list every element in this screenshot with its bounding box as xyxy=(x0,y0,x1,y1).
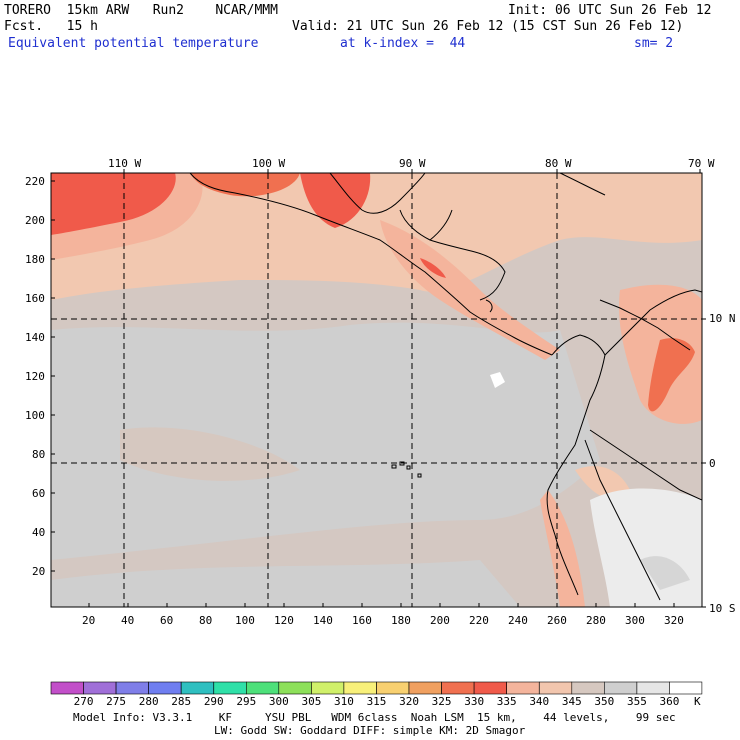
colorbar-label: 310 xyxy=(334,695,354,708)
colorbar-swatch xyxy=(473,681,507,695)
colorbar-label: 350 xyxy=(594,695,615,708)
lon-label-110w: 110 W xyxy=(108,157,142,170)
colorbar-swatch xyxy=(115,681,149,695)
valid-time: Valid: 21 UTC Sun 26 Feb 12 (15 CST Sun … xyxy=(292,19,684,34)
colorbar-label: 300 xyxy=(268,695,289,708)
colorbar-label: 270 xyxy=(73,695,94,708)
colorbar-swatch xyxy=(538,681,573,695)
x-label: 80 xyxy=(199,614,213,627)
colorbar-swatch xyxy=(50,681,84,695)
y-label: 140 xyxy=(25,331,45,344)
x-label: 240 xyxy=(508,614,528,627)
lat-label-10s: 10 S xyxy=(709,602,736,615)
lat-label-0: 0 xyxy=(709,457,716,470)
colorbar-swatch xyxy=(669,681,703,695)
colorbar-label: 275 xyxy=(106,695,127,708)
colorbar-swatch xyxy=(180,681,214,695)
colorbar-label: 305 xyxy=(301,695,322,708)
lon-label-90w: 90 W xyxy=(399,157,426,170)
y-label: 220 xyxy=(25,175,45,188)
colorbar-label: 320 xyxy=(399,695,419,708)
colorbar-swatch xyxy=(246,681,280,695)
x-label: 260 xyxy=(547,614,567,627)
x-label: 180 xyxy=(391,614,411,627)
x-label: 140 xyxy=(313,614,333,627)
colorbar-label: 330 xyxy=(464,695,485,708)
model-info: Model Info: V3.3.1 KF YSU PBL WDM 6class… xyxy=(73,711,676,724)
colorbar-label: 360 xyxy=(659,695,680,708)
lat-label-10n: 10 N xyxy=(709,312,736,325)
colorbar xyxy=(50,681,703,695)
init-time: Init: 06 UTC Sun 26 Feb 12 xyxy=(508,3,712,18)
y-label: 40 xyxy=(32,526,46,539)
x-label: 280 xyxy=(586,614,606,627)
y-label: 80 xyxy=(32,448,46,461)
field-name: Equivalent potential temperature xyxy=(8,36,259,51)
colorbar-swatch xyxy=(636,681,670,695)
coastlines xyxy=(189,173,702,601)
colorbar-label: 280 xyxy=(138,695,159,708)
colorbar-label: 335 xyxy=(496,695,517,708)
lon-label-80w: 80 W xyxy=(545,157,572,170)
latlon-grid xyxy=(51,173,702,607)
colorbar-swatch xyxy=(278,681,312,695)
x-label: 300 xyxy=(625,614,645,627)
colorbar-swatch xyxy=(408,681,442,695)
lon-label-100w: 100 W xyxy=(252,157,286,170)
colorbar-label: 325 xyxy=(431,695,452,708)
x-label: 160 xyxy=(352,614,372,627)
x-label: 320 xyxy=(664,614,684,627)
colorbar-swatch xyxy=(311,681,345,695)
forecast-hour: Fcst. 15 h xyxy=(4,19,98,34)
colorbar-swatch xyxy=(343,681,377,695)
x-label: 40 xyxy=(121,614,135,627)
x-label: 20 xyxy=(82,614,96,627)
lon-label-70w: 70 W xyxy=(688,157,715,170)
colorbar-label: 355 xyxy=(626,695,647,708)
model-title: TORERO 15km ARW Run2 NCAR/MMM xyxy=(4,3,278,18)
x-label: 220 xyxy=(469,614,489,627)
colorbar-swatch xyxy=(603,681,638,695)
k-index: at k-index = 44 xyxy=(340,36,466,51)
colorbar-label: 345 xyxy=(561,695,582,708)
y-label: 100 xyxy=(25,409,45,422)
y-label: 180 xyxy=(25,253,45,266)
colorbar-swatch xyxy=(506,681,540,695)
colorbar-swatch xyxy=(376,681,410,695)
x-label: 60 xyxy=(160,614,174,627)
colorbar-label: 295 xyxy=(236,695,257,708)
colorbar-swatch xyxy=(213,681,247,695)
colorbar-swatch xyxy=(83,681,117,695)
colorbar-label: 290 xyxy=(203,695,224,708)
x-label: 200 xyxy=(430,614,450,627)
y-label: 120 xyxy=(25,370,45,383)
y-label: 200 xyxy=(25,214,45,227)
y-label: 20 xyxy=(32,565,46,578)
axis-ticks xyxy=(51,169,706,608)
colorbar-swatch xyxy=(148,681,182,695)
physics-info: LW: Godd SW: Goddard DIFF: simple KM: 2D… xyxy=(214,724,526,737)
map-frame xyxy=(50,172,703,608)
y-label: 160 xyxy=(25,292,45,305)
smoothing: sm= 2 xyxy=(634,36,674,51)
colorbar-label: 340 xyxy=(529,695,550,708)
y-label: 60 xyxy=(32,487,46,500)
colorbar-label: 315 xyxy=(366,695,387,708)
colorbar-label: 285 xyxy=(171,695,192,708)
colorbar-swatch xyxy=(571,681,605,695)
map-fill xyxy=(51,173,702,607)
colorbar-label: K xyxy=(694,695,701,708)
x-label: 100 xyxy=(235,614,255,627)
x-label: 120 xyxy=(274,614,294,627)
colorbar-swatch xyxy=(441,681,475,695)
